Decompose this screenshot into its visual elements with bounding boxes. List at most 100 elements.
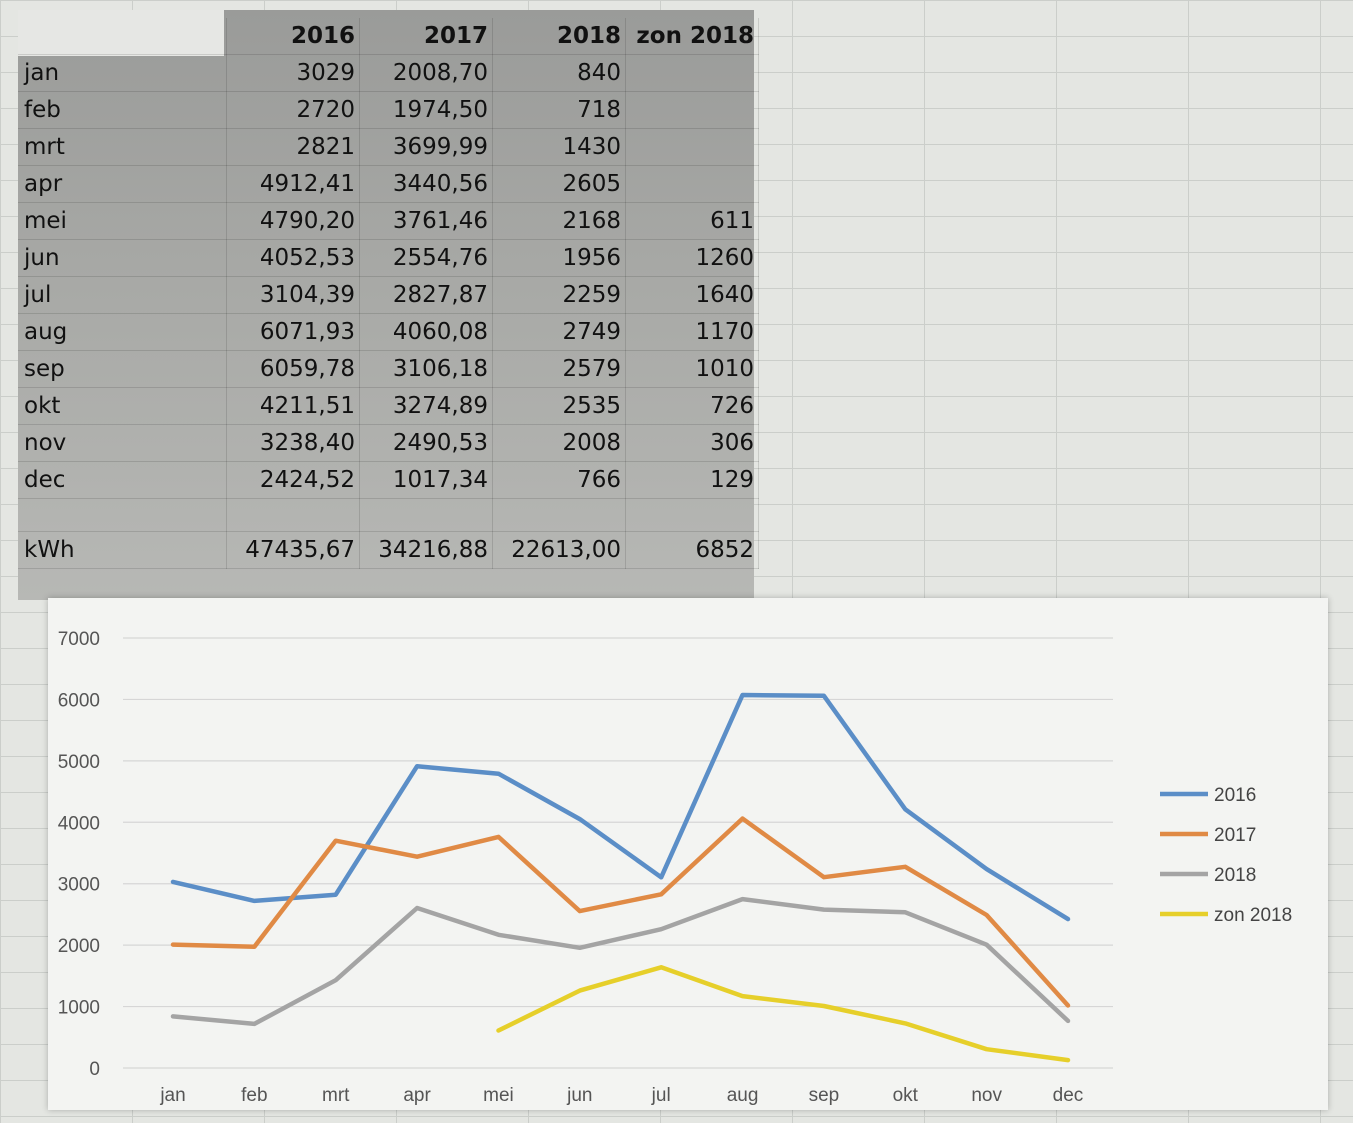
line-chart[interactable]: 0 1000 2000 3000 4000 5000 6000 7000 jan feb mrt ap…: [48, 598, 1328, 1110]
cell-2016[interactable]: 6071,93: [226, 313, 360, 351]
row-label-cell[interactable]: sep: [18, 350, 227, 388]
cell-zon-2018[interactable]: [625, 498, 759, 532]
cell-2016[interactable]: 4790,20: [226, 202, 360, 240]
cell-2016[interactable]: 3029: [226, 54, 360, 92]
cell-2018[interactable]: 1956: [492, 239, 626, 277]
legend-label: 2018: [1214, 865, 1256, 886]
cell-zon-2018[interactable]: 6852: [625, 531, 759, 569]
header-2017[interactable]: 2017: [359, 18, 493, 55]
x-tick-label: mrt: [322, 1085, 350, 1106]
table-row-empty: [18, 498, 759, 532]
row-label-cell[interactable]: mei: [18, 202, 227, 240]
cell-2016[interactable]: 2720: [226, 91, 360, 129]
chart-canvas: 0 1000 2000 3000 4000 5000 6000 7000 jan feb mrt ap…: [58, 629, 1292, 1106]
x-tick-label: jun: [566, 1085, 592, 1106]
cell-zon-2018[interactable]: 726: [625, 387, 759, 425]
x-tick-label: jul: [651, 1085, 671, 1106]
cell-2018[interactable]: 718: [492, 91, 626, 129]
row-label-cell[interactable]: jan: [18, 54, 227, 92]
cell-2016[interactable]: 3238,40: [226, 424, 360, 462]
cell-zon-2018[interactable]: 1640: [625, 276, 759, 314]
cell-2017[interactable]: 3274,89: [359, 387, 493, 425]
cell-2016[interactable]: 4912,41: [226, 165, 360, 203]
cell-2017[interactable]: 1017,34: [359, 461, 493, 499]
cell-2016[interactable]: 2424,52: [226, 461, 360, 499]
header-2016[interactable]: 2016: [226, 18, 360, 55]
cell-zon-2018[interactable]: [625, 128, 759, 166]
cell-2018[interactable]: 1430: [492, 128, 626, 166]
row-label-cell[interactable]: dec: [18, 461, 227, 499]
row-label-cell[interactable]: feb: [18, 91, 227, 129]
cell-2017[interactable]: 2490,53: [359, 424, 493, 462]
cell-2017[interactable]: 3440,56: [359, 165, 493, 203]
cell-2018[interactable]: 2168: [492, 202, 626, 240]
x-tick-label: dec: [1053, 1085, 1084, 1106]
cell-2018[interactable]: 840: [492, 54, 626, 92]
row-label-cell[interactable]: kWh: [18, 531, 227, 569]
cell-zon-2018[interactable]: 1260: [625, 239, 759, 277]
table-row: apr 4912,41 3440,56 2605: [18, 165, 759, 203]
cell-2018[interactable]: [492, 498, 626, 532]
header-zon-2018[interactable]: zon 2018: [625, 18, 759, 55]
cell-2018[interactable]: 2579: [492, 350, 626, 388]
header-corner-cell[interactable]: [18, 18, 227, 55]
row-label-cell[interactable]: apr: [18, 165, 227, 203]
cell-2018[interactable]: 2259: [492, 276, 626, 314]
cell-zon-2018[interactable]: [625, 91, 759, 129]
row-label-cell[interactable]: mrt: [18, 128, 227, 166]
row-label-cell[interactable]: okt: [18, 387, 227, 425]
cell-2017[interactable]: 3761,46: [359, 202, 493, 240]
x-tick-label: nov: [971, 1085, 1002, 1106]
cell-2018[interactable]: 2008: [492, 424, 626, 462]
y-tick-label: 3000: [58, 875, 100, 896]
cell-2017[interactable]: 4060,08: [359, 313, 493, 351]
cell-2016[interactable]: 4052,53: [226, 239, 360, 277]
y-tick-label: 0: [89, 1059, 100, 1080]
cell-2018[interactable]: 766: [492, 461, 626, 499]
cell-2018[interactable]: 2535: [492, 387, 626, 425]
cell-2017[interactable]: [359, 498, 493, 532]
cell-zon-2018[interactable]: [625, 165, 759, 203]
cell-zon-2018[interactable]: 611: [625, 202, 759, 240]
y-tick-label: 6000: [58, 690, 100, 711]
table-row: feb 2720 1974,50 718: [18, 91, 759, 129]
cell-zon-2018[interactable]: 1170: [625, 313, 759, 351]
table-row: jan 3029 2008,70 840: [18, 54, 759, 92]
cell-2016[interactable]: 4211,51: [226, 387, 360, 425]
header-2018[interactable]: 2018: [492, 18, 626, 55]
x-tick-label: feb: [241, 1085, 267, 1106]
cell-2016[interactable]: 3104,39: [226, 276, 360, 314]
y-tick-label: 5000: [58, 752, 100, 773]
cell-2017[interactable]: 34216,88: [359, 531, 493, 569]
cell-2016[interactable]: [226, 498, 360, 532]
table-row: mrt 2821 3699,99 1430: [18, 128, 759, 166]
cell-2016[interactable]: 6059,78: [226, 350, 360, 388]
cell-2016[interactable]: 2821: [226, 128, 360, 166]
cell-2016[interactable]: 47435,67: [226, 531, 360, 569]
cell-2017[interactable]: 2008,70: [359, 54, 493, 92]
cell-2017[interactable]: 3106,18: [359, 350, 493, 388]
table-row: okt 4211,51 3274,89 2535 726: [18, 387, 759, 425]
cell-2017[interactable]: 3699,99: [359, 128, 493, 166]
cell-zon-2018[interactable]: 306: [625, 424, 759, 462]
row-label-cell[interactable]: nov: [18, 424, 227, 462]
cell-2018[interactable]: 2749: [492, 313, 626, 351]
cell-2018[interactable]: 2605: [492, 165, 626, 203]
cell-2017[interactable]: 1974,50: [359, 91, 493, 129]
row-label-cell[interactable]: jul: [18, 276, 227, 314]
x-tick-label: sep: [809, 1085, 840, 1106]
table-row: aug 6071,93 4060,08 2749 1170: [18, 313, 759, 351]
series-line-zon-2018: [496, 965, 1071, 1063]
cell-2018[interactable]: 22613,00: [492, 531, 626, 569]
x-tick-label: okt: [893, 1085, 919, 1106]
cell-zon-2018[interactable]: [625, 54, 759, 92]
legend-label: 2016: [1214, 785, 1256, 806]
x-tick-label: jan: [159, 1085, 185, 1106]
cell-zon-2018[interactable]: 1010: [625, 350, 759, 388]
cell-2017[interactable]: 2554,76: [359, 239, 493, 277]
cell-zon-2018[interactable]: 129: [625, 461, 759, 499]
row-label-cell[interactable]: jun: [18, 239, 227, 277]
row-label-cell[interactable]: [18, 498, 227, 532]
row-label-cell[interactable]: aug: [18, 313, 227, 351]
cell-2017[interactable]: 2827,87: [359, 276, 493, 314]
